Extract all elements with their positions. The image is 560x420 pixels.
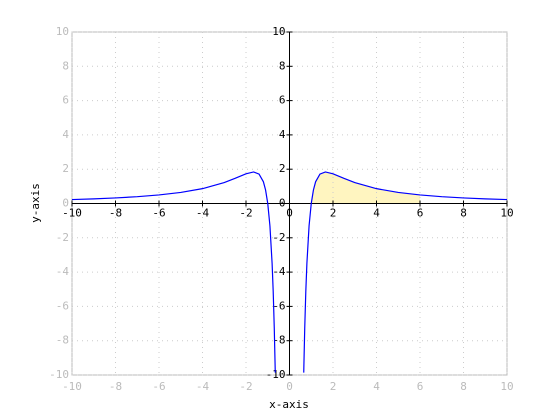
x-tick-label: 10	[500, 207, 513, 220]
y-axis-label: y-axis	[29, 183, 42, 223]
y-frame-tick-label: 6	[62, 94, 69, 107]
shaded-area	[311, 171, 420, 204]
x-frame-tick-label: 6	[417, 380, 424, 393]
x-tick-label: -2	[239, 207, 252, 220]
x-tick-label: 4	[373, 207, 380, 220]
x-frame-tick-label: -10	[62, 380, 82, 393]
y-frame-tick-label: -8	[56, 334, 69, 347]
x-tick-label: 2	[330, 207, 337, 220]
x-frame-tick-label: 2	[330, 380, 337, 393]
x-tick-label: 8	[460, 207, 467, 220]
x-frame-tick-label: 4	[373, 380, 380, 393]
y-tick-label: 10	[272, 25, 285, 38]
y-frame-tick-label: -10	[49, 368, 69, 381]
y-tick-label: -6	[272, 299, 285, 312]
y-tick-label: 6	[279, 94, 286, 107]
x-tick-label: 6	[417, 207, 424, 220]
y-frame-tick-label: 4	[62, 128, 69, 141]
y-tick-label: 8	[279, 59, 286, 72]
x-tick-label: -4	[196, 207, 210, 220]
y-tick-label: -2	[272, 231, 285, 244]
line	[71, 171, 508, 373]
x-frame-tick-label: 10	[500, 380, 513, 393]
x-tick-label: -6	[152, 207, 165, 220]
y-frame-tick-label: -6	[56, 299, 69, 312]
x-frame-tick-label: -4	[196, 380, 210, 393]
x-frame-tick-label: -6	[152, 380, 165, 393]
y-frame-tick-label: 10	[56, 25, 69, 38]
y-frame-tick-label: 8	[62, 59, 69, 72]
x-frame-tick-label: 8	[460, 380, 467, 393]
y-frame-tick-label: -4	[56, 265, 70, 278]
y-frame-tick-label: 2	[62, 162, 69, 175]
y-tick-label: -8	[272, 334, 285, 347]
y-frame-tick-label: -2	[56, 231, 69, 244]
y-tick-label: -4	[272, 265, 286, 278]
y-frame-tick-label: 0	[62, 197, 69, 210]
y-tick-label: -10	[266, 368, 286, 381]
x-tick-label: -8	[109, 207, 122, 220]
y-tick-label: 4	[279, 128, 286, 141]
x-frame-tick-label: -2	[239, 380, 252, 393]
x-frame-tick-label: 0	[286, 380, 293, 393]
x-axis-label: x-axis	[269, 398, 309, 411]
x-frame-tick-label: -8	[109, 380, 122, 393]
y-tick-label: 2	[279, 162, 286, 175]
x-tick-label: -10	[62, 207, 82, 220]
